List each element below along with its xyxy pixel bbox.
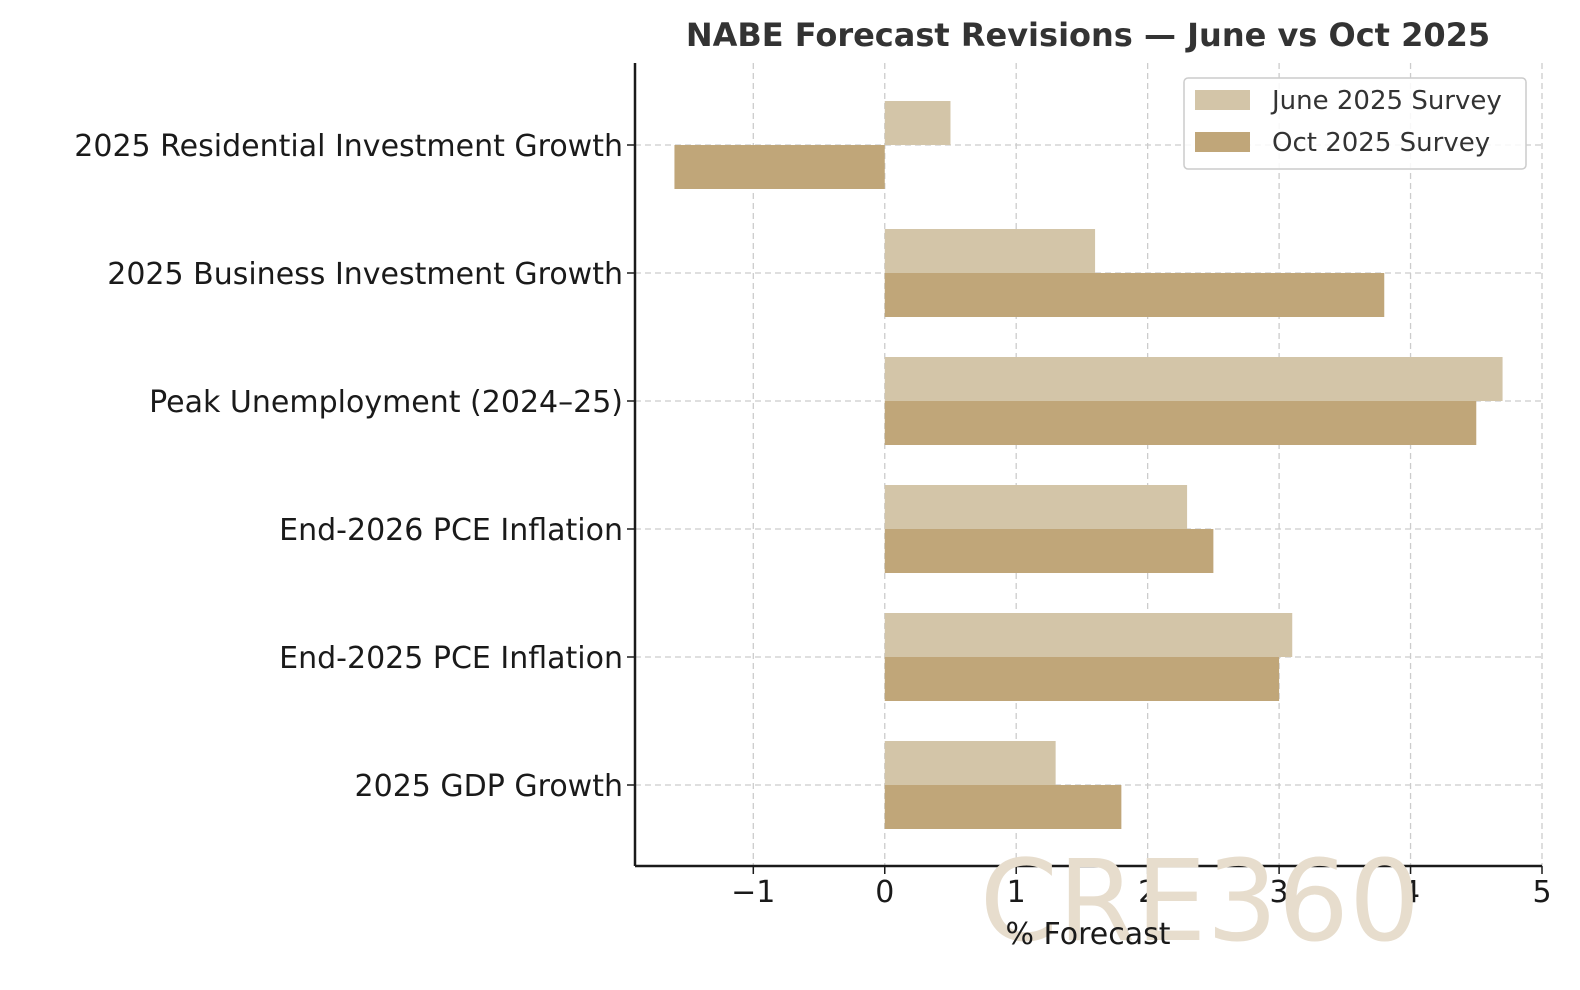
bar-june-2025	[884, 613, 1293, 657]
labels: −1 0 1 2 3 4 5 2025 GDP Growth End-2025 PCE Infl…	[74, 129, 1551, 910]
bar-june-2025	[884, 357, 1503, 401]
legend-label-oct: Oct 2025 Survey	[1272, 128, 1490, 158]
bar-oct-2025	[674, 145, 885, 189]
bar-oct-2025	[884, 401, 1477, 445]
bars	[674, 101, 1503, 829]
legend-box	[1183, 77, 1527, 170]
bar-june-2025	[884, 229, 1096, 273]
category-label: 2025 GDP Growth	[355, 769, 623, 804]
category-label: 2025 Residential Investment Growth	[74, 129, 623, 164]
bar-june-2025	[884, 485, 1188, 529]
bar-oct-2025	[884, 529, 1214, 573]
x-tick-label: 1	[1007, 875, 1026, 910]
bar-june-2025	[884, 101, 951, 145]
legend: June 2025 Survey Oct 2025 Survey	[1183, 77, 1527, 170]
legend-swatch-oct	[1195, 132, 1250, 152]
category-label: End-2026 PCE Inflation	[279, 513, 623, 548]
category-label: 2025 Business Investment Growth	[107, 257, 623, 292]
bar-oct-2025	[884, 657, 1280, 701]
bar-oct-2025	[884, 273, 1385, 317]
axes	[627, 63, 1543, 874]
legend-label-june: June 2025 Survey	[1270, 86, 1502, 116]
x-tick-label: 4	[1401, 875, 1420, 910]
category-label: Peak Unemployment (2024–25)	[149, 385, 623, 420]
x-tick-label: −1	[731, 875, 775, 910]
watermark-text: CRE360	[980, 837, 1421, 967]
legend-swatch-june	[1195, 90, 1250, 110]
x-tick-label: 2	[1138, 875, 1157, 910]
x-axis-title: % Forecast	[1006, 917, 1171, 952]
bar-june-2025	[884, 741, 1056, 785]
bar-oct-2025	[884, 785, 1122, 829]
x-tick-label: 0	[875, 875, 894, 910]
x-tick-label: 3	[1270, 875, 1289, 910]
x-tick-label: 5	[1532, 875, 1551, 910]
category-label: End-2025 PCE Inflation	[279, 641, 623, 676]
chart-title: NABE Forecast Revisions — June vs Oct 20…	[686, 16, 1490, 54]
